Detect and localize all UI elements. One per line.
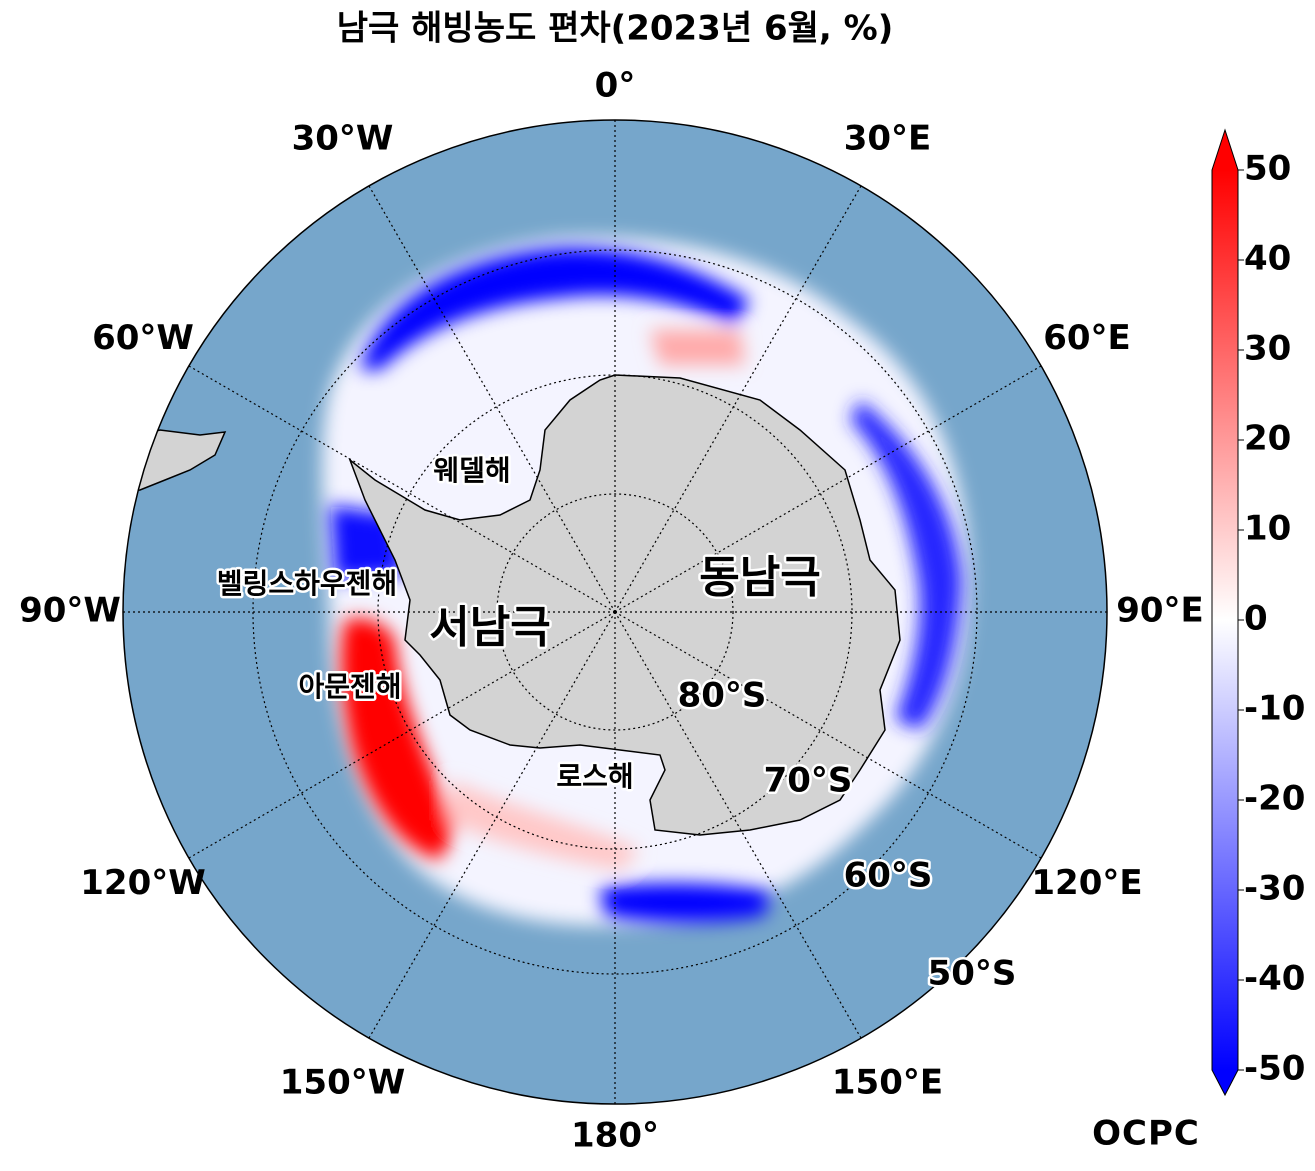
colorbar-tick-label: -50 xyxy=(1244,1049,1305,1089)
longitude-label: 90°W xyxy=(19,591,121,631)
longitude-label: 150°W xyxy=(280,1062,405,1102)
longitude-label: 30°W xyxy=(292,119,394,159)
latitude-label: 60°S xyxy=(844,856,933,896)
longitude-label: 120°E xyxy=(1031,863,1142,903)
colorbar-tick-label: -10 xyxy=(1244,689,1305,729)
colorbar-tick-label: -30 xyxy=(1244,869,1305,909)
colorbar-tick-label: 10 xyxy=(1244,509,1291,549)
meridian xyxy=(614,185,862,613)
region-label: 서남극 xyxy=(429,602,550,653)
region-label: 로스해 xyxy=(556,760,633,793)
longitude-label: 120°W xyxy=(80,863,205,903)
colorbar-tick-label: 30 xyxy=(1244,329,1291,369)
meridian xyxy=(368,185,616,613)
colorbar-tick-label: -20 xyxy=(1244,779,1305,819)
colorbar-tick-label: 0 xyxy=(1244,599,1268,639)
colorbar-scale xyxy=(1212,170,1238,1070)
region-label: 벨링스하우젠해 xyxy=(217,567,397,600)
graticule xyxy=(123,120,1107,1104)
antarctica xyxy=(348,374,901,836)
meridian xyxy=(614,611,862,1039)
longitude-label: 90°E xyxy=(1116,591,1204,631)
colorbar-extend-max xyxy=(1212,130,1238,170)
colorbar-tick-label: 40 xyxy=(1244,239,1291,279)
meridian xyxy=(368,611,616,1039)
latitude-label: 80°S xyxy=(678,676,767,716)
logo: OCPC xyxy=(1092,1114,1200,1154)
meridian xyxy=(188,611,616,859)
map-frame xyxy=(122,119,1108,1105)
colorbar: 50 40 30 20 10 0 -10 -20 -30 -40 -50 xyxy=(1211,128,1305,1097)
longitude-label: 0° xyxy=(595,66,636,106)
region-label: 웨델해 xyxy=(433,454,510,487)
anomaly-field xyxy=(330,247,962,923)
colorbar-tick-label: -40 xyxy=(1244,959,1305,999)
region-label: 동남극 xyxy=(699,552,820,603)
longitude-label: 60°W xyxy=(92,318,194,358)
map xyxy=(123,120,1107,1104)
latitude-label: 70°S xyxy=(764,761,853,801)
longitude-label: 150°E xyxy=(832,1062,943,1102)
colorbar-tick-label: 20 xyxy=(1244,419,1291,459)
longitude-label: 30°E xyxy=(844,119,932,159)
longitude-label: 60°E xyxy=(1043,318,1131,358)
colorbar-extend-min xyxy=(1212,1070,1238,1095)
latitude-circle xyxy=(496,493,734,731)
meridian xyxy=(188,365,616,613)
title: 남극 해빙농도 편차(2023년 6월, %) xyxy=(337,9,894,49)
latitude-label: 50°S xyxy=(928,954,1017,994)
meridian xyxy=(614,365,1042,613)
longitude-label: 180° xyxy=(571,1116,659,1156)
colorbar-tick-label: 50 xyxy=(1244,149,1291,189)
region-label: 아문젠해 xyxy=(298,670,401,703)
meridian xyxy=(614,611,1042,859)
